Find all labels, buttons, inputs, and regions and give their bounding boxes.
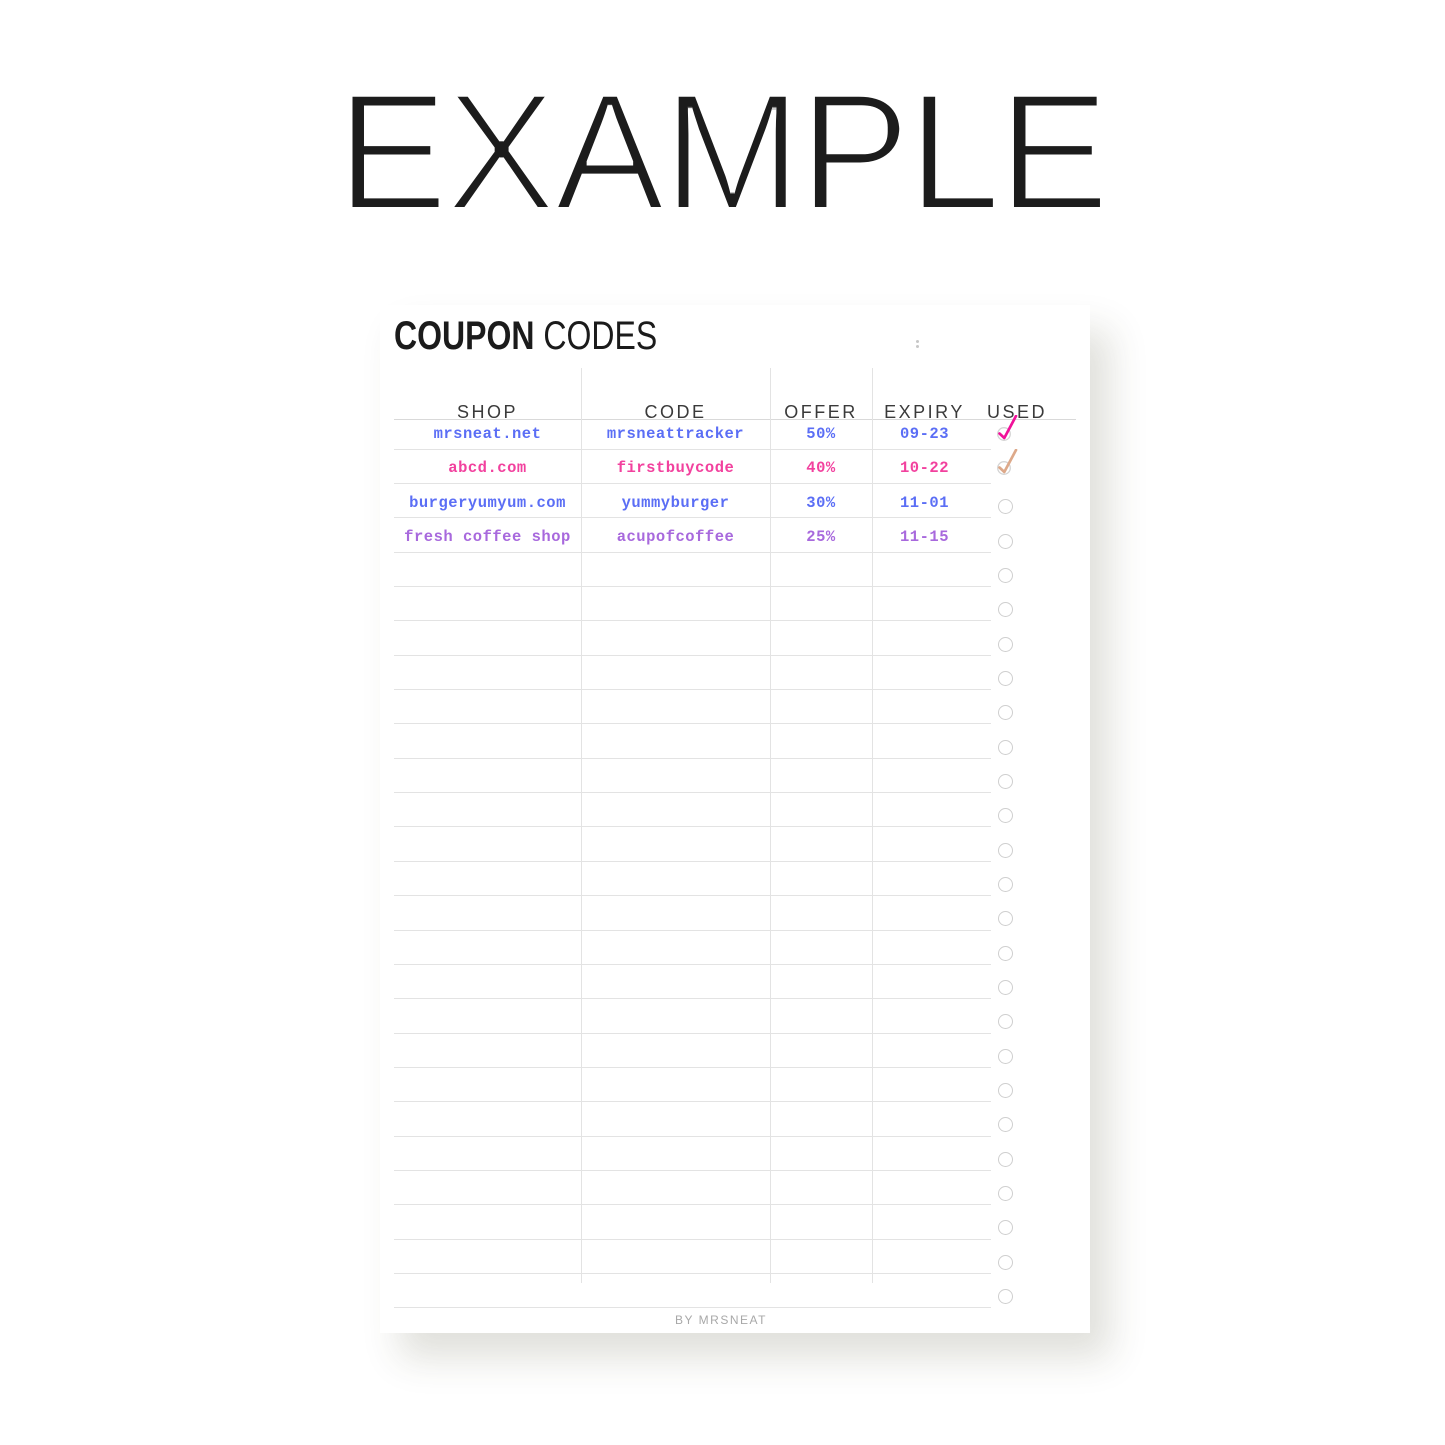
svg-text:EXAMPLE: EXAMPLE [337, 60, 1107, 245]
